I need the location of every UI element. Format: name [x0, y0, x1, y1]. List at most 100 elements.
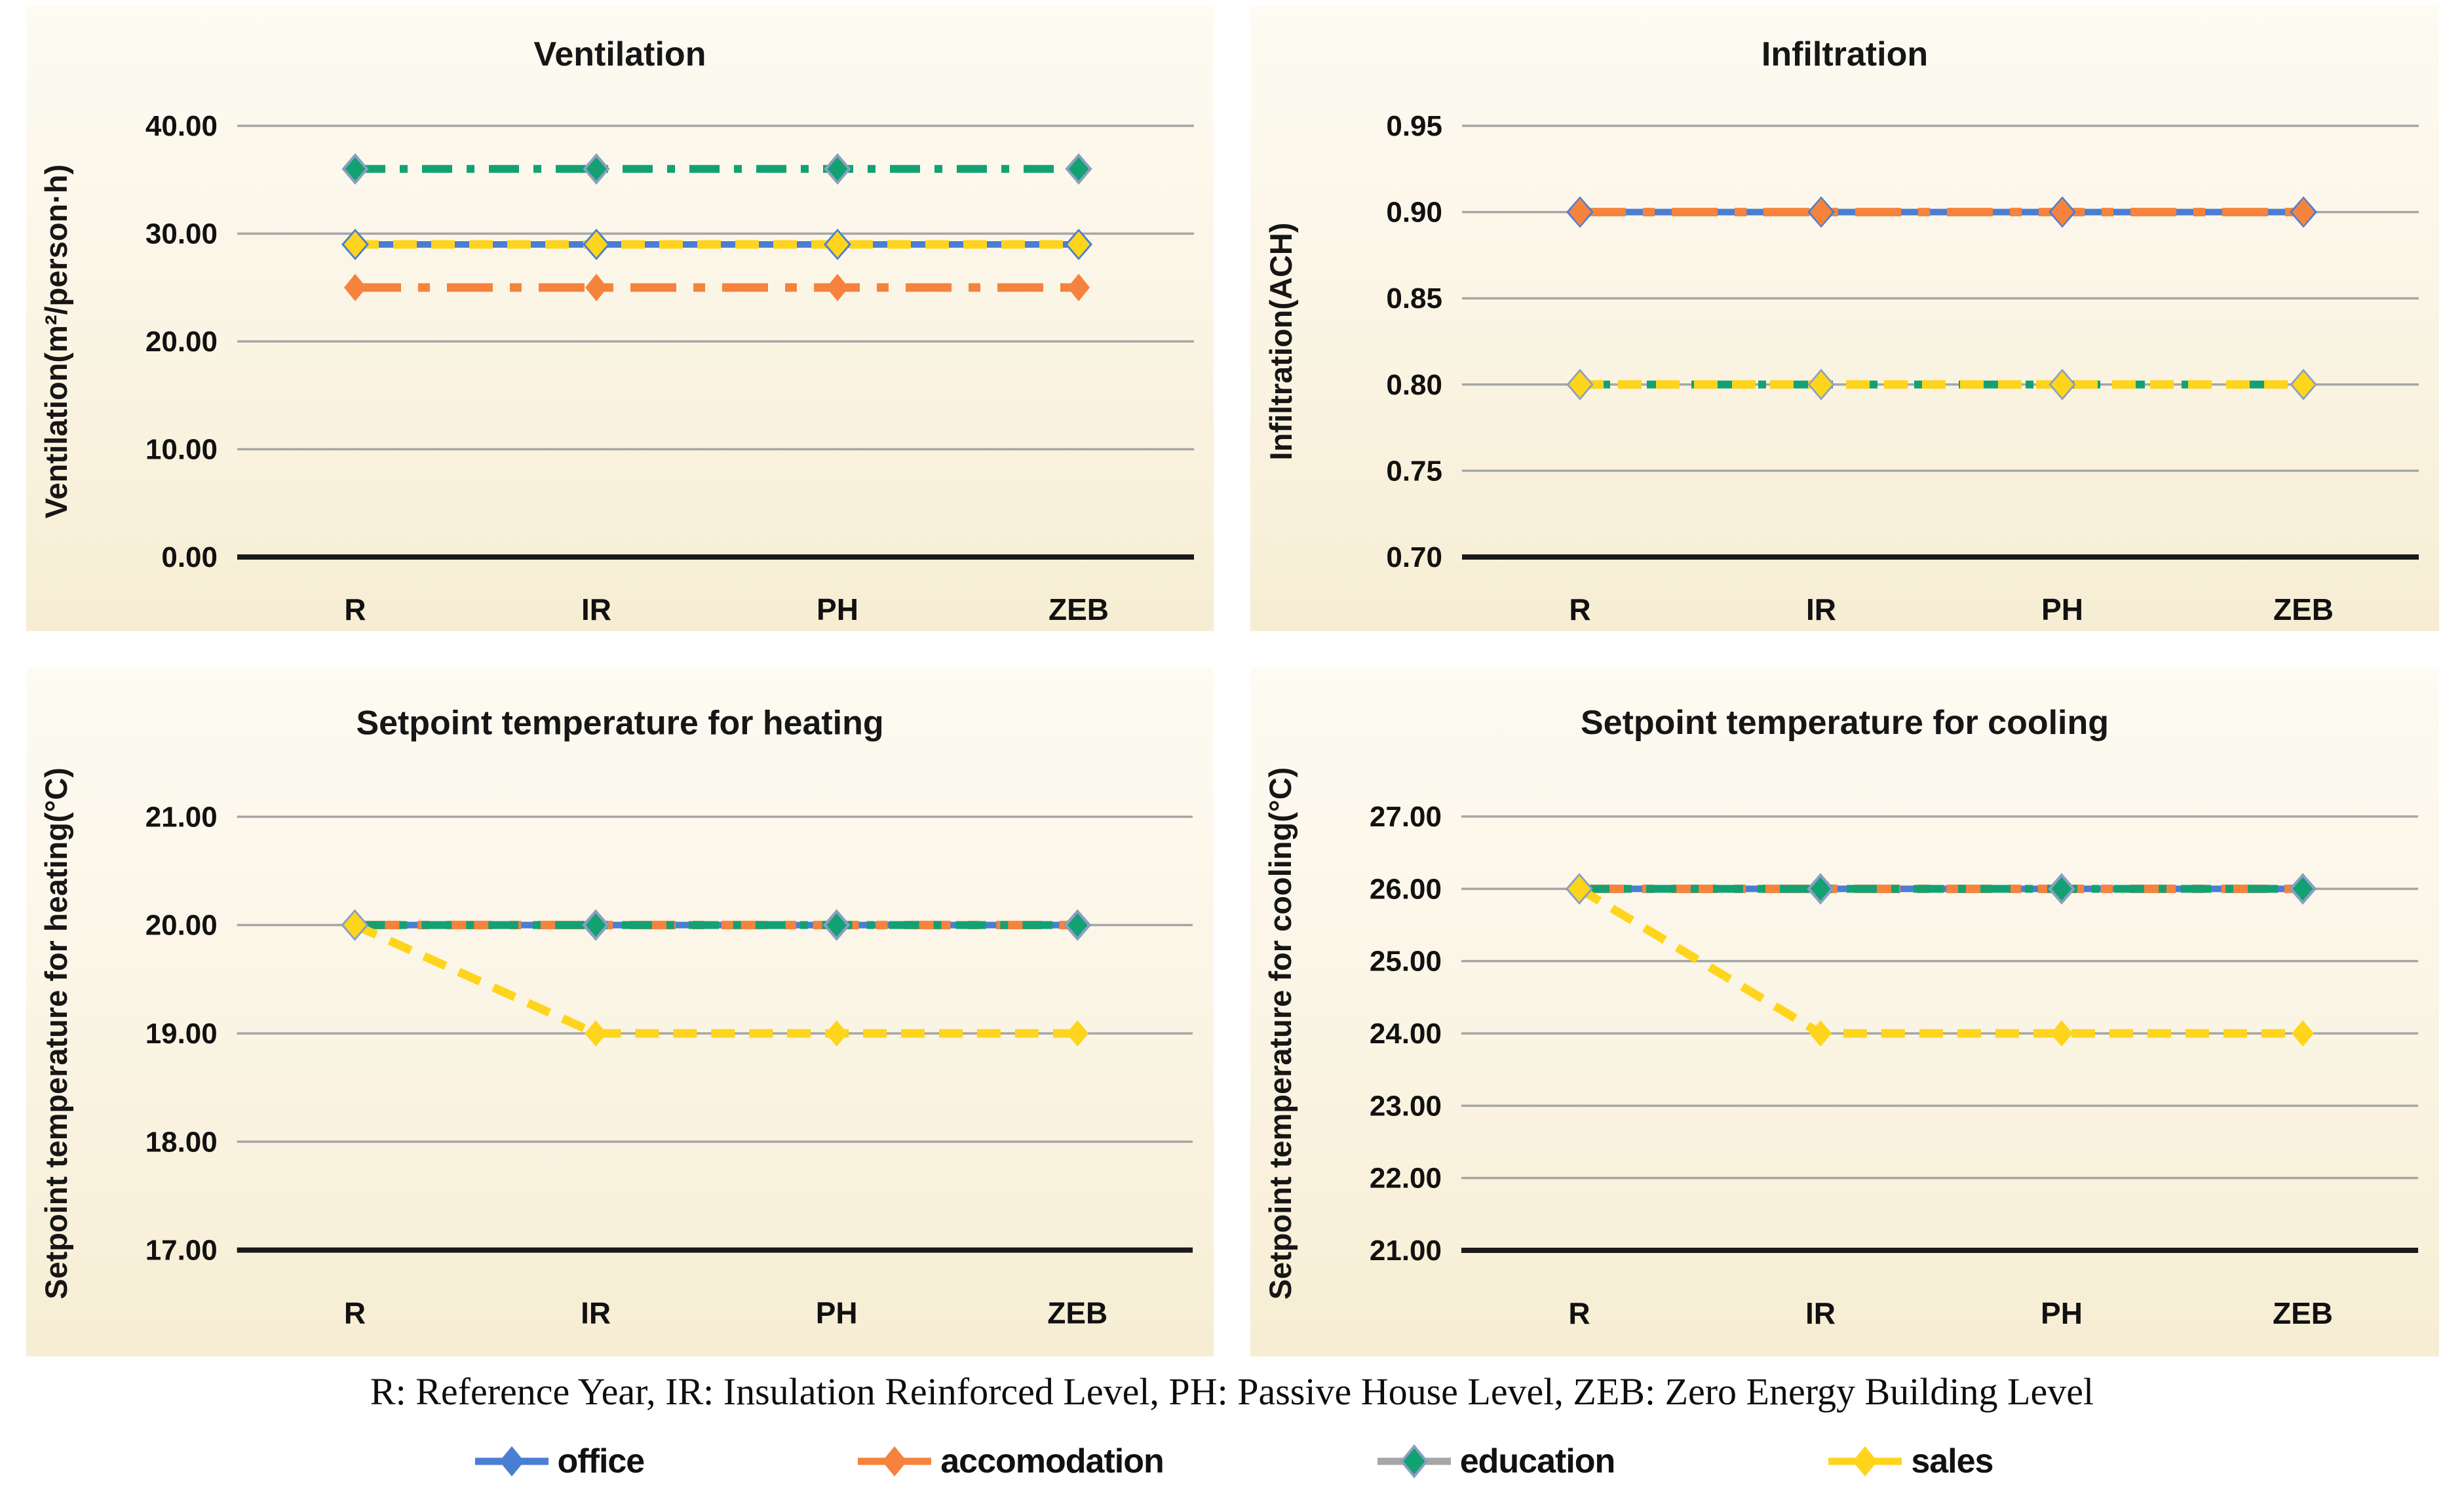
heating-setpoint-chart-plot: 21.00 20.00 19.00 18.00 17.00 Setpoint temper… [39, 704, 1193, 1330]
y-tick-label: 19.00 [145, 1018, 218, 1050]
y-tick-label: 24.00 [1370, 1018, 1442, 1050]
x-category-label: ZEB [2273, 592, 2334, 626]
y-axis-tick-labels: 0.95 0.90 0.85 0.80 0.75 0.70 [1386, 110, 1442, 573]
y-tick-label: 21.00 [1370, 1235, 1442, 1267]
y-tick-label: 0.75 [1386, 455, 1442, 487]
y-tick-label: 20.00 [145, 910, 218, 942]
y-tick-label: 23.00 [1370, 1090, 1442, 1122]
accomodation-series-marker-icon [858, 1446, 932, 1476]
data-point-marker-accomodation [585, 273, 607, 301]
data-point-marker-sales [1068, 231, 1090, 258]
x-category-label: PH [2041, 1296, 2083, 1330]
y-tick-label: 26.00 [1370, 873, 1442, 905]
y-tick-label: 10.00 [145, 434, 218, 466]
legend: office accomodation education sales [0, 1429, 2464, 1494]
data-point-marker-sales [2292, 1020, 2314, 1047]
data-point-marker-sales [1569, 371, 1591, 398]
y-tick-label: 22.00 [1370, 1163, 1442, 1195]
x-category-label: IR [581, 592, 611, 626]
data-point-marker-education [583, 153, 610, 185]
x-category-label: R [344, 1296, 366, 1330]
chart-title: Setpoint temperature for cooling [1581, 704, 2109, 742]
legend-item-accomodation: accomodation [854, 1438, 1165, 1485]
charts-grid: 40.00 30.00 20.00 10.00 0.00 Ventilation Venti… [26, 5, 2439, 1356]
data-point-marker-sales [344, 231, 366, 258]
data-point-marker-sales [1568, 875, 1590, 902]
x-axis-category-labels: R IR PH ZEB [1568, 1296, 2333, 1330]
y-axis-label: Setpoint temperature for cooling(°C) [1263, 767, 1298, 1300]
legend-diamond [882, 1446, 908, 1476]
chart-panel-cooling-setpoint: 27.00 26.00 25.00 24.00 23.00 22.00 21.00 Setpo… [1250, 668, 2439, 1356]
data-point-marker-sales [826, 231, 849, 258]
office-series-marker-icon [474, 1446, 549, 1476]
legend-item-education: education [1374, 1438, 1615, 1485]
chart-panel-ventilation: 40.00 30.00 20.00 10.00 0.00 Ventilation Venti… [26, 5, 1214, 631]
data-point-marker-accomodation [1810, 198, 1832, 226]
chart-title: Ventilation [534, 35, 706, 73]
data-point-marker-education [2289, 873, 2317, 905]
data-point-marker-education [1807, 873, 1834, 905]
x-category-label: ZEB [1047, 1296, 1107, 1330]
data-point-marker-accomodation [1068, 273, 1090, 301]
x-category-label: R [1568, 1296, 1590, 1330]
series-lines [1580, 208, 2303, 389]
ventilation-chart-plot: 40.00 30.00 20.00 10.00 0.00 Ventilation Venti… [39, 35, 1194, 626]
x-axis-category-labels: R IR PH ZEB [344, 592, 1109, 626]
legend-item-sales: sales [1824, 1438, 1993, 1485]
chart-title: Setpoint temperature for heating [356, 704, 883, 742]
figure-caption: R: Reference Year, IR: Insulation Reinfo… [370, 1370, 2094, 1413]
legend-diamond [1400, 1444, 1429, 1479]
data-point-marker-sales [585, 1020, 607, 1047]
y-axis-label: Ventilation(m²/person·h) [39, 164, 73, 519]
data-point-marker-sales [2050, 1020, 2073, 1047]
y-tick-label: 0.80 [1386, 369, 1442, 401]
x-category-label: IR [581, 1296, 611, 1330]
infiltration-chart-plot: 0.95 0.90 0.85 0.80 0.75 0.70 Infiltration Infi… [1263, 35, 2419, 626]
x-category-label: R [344, 592, 366, 626]
y-tick-label: 18.00 [145, 1126, 218, 1158]
x-category-label: IR [1806, 592, 1836, 626]
x-axis-category-labels: R IR PH ZEB [1569, 592, 2334, 626]
x-axis-category-labels: R IR PH ZEB [344, 1296, 1107, 1330]
data-point-marker-education [341, 153, 369, 185]
series-line-sales [1577, 885, 2303, 1038]
chart-panel-heating-setpoint: 21.00 20.00 19.00 18.00 17.00 Setpoint temper… [26, 668, 1214, 1356]
data-point-marker-accomodation [826, 273, 849, 301]
data-point-marker-sales [1066, 1020, 1089, 1047]
data-point-marker-education [582, 909, 609, 941]
education-series-marker-icon [1377, 1444, 1451, 1479]
data-point-marker-sales [1810, 371, 1832, 398]
series-markers [341, 909, 1092, 1047]
y-tick-label: 25.00 [1370, 946, 1442, 978]
y-tick-label: 0.85 [1386, 282, 1442, 315]
y-axis-tick-labels: 40.00 30.00 20.00 10.00 0.00 [145, 110, 218, 573]
sales-series-marker-icon [1828, 1446, 1902, 1476]
y-tick-label: 21.00 [145, 801, 218, 833]
y-tick-label: 17.00 [145, 1235, 218, 1267]
y-tick-label: 27.00 [1370, 801, 1442, 833]
data-point-marker-sales [2292, 371, 2315, 398]
data-point-marker-education [2048, 873, 2075, 905]
data-point-marker-sales [343, 912, 366, 938]
x-category-label: PH [817, 592, 858, 626]
data-point-marker-education [1065, 153, 1092, 185]
cooling-setpoint-chart-plot: 27.00 26.00 25.00 24.00 23.00 22.00 21.00 Setpo… [1263, 704, 2418, 1330]
data-point-marker-sales [825, 1020, 848, 1047]
gridlines [1461, 815, 2418, 1253]
y-axis-tick-labels: 21.00 20.00 19.00 18.00 17.00 [145, 801, 218, 1266]
series-markers [1566, 196, 2317, 400]
y-axis-tick-labels: 27.00 26.00 25.00 24.00 23.00 22.00 21.00 [1370, 801, 1442, 1267]
y-axis-label: Infiltration(ACH) [1263, 223, 1298, 461]
chart-title: Infiltration [1761, 35, 1928, 73]
gridlines [1462, 125, 2419, 560]
y-tick-label: 0.95 [1386, 110, 1442, 142]
data-point-marker-accomodation [344, 273, 366, 301]
data-point-marker-education [823, 909, 851, 941]
data-point-marker-sales [2051, 371, 2073, 398]
series-lines [355, 164, 1079, 292]
data-point-marker-accomodation [2051, 198, 2073, 226]
y-tick-label: 0.90 [1386, 197, 1442, 229]
x-category-label: PH [816, 1296, 858, 1330]
data-point-marker-sales [1809, 1020, 1832, 1047]
x-category-label: R [1569, 592, 1590, 626]
